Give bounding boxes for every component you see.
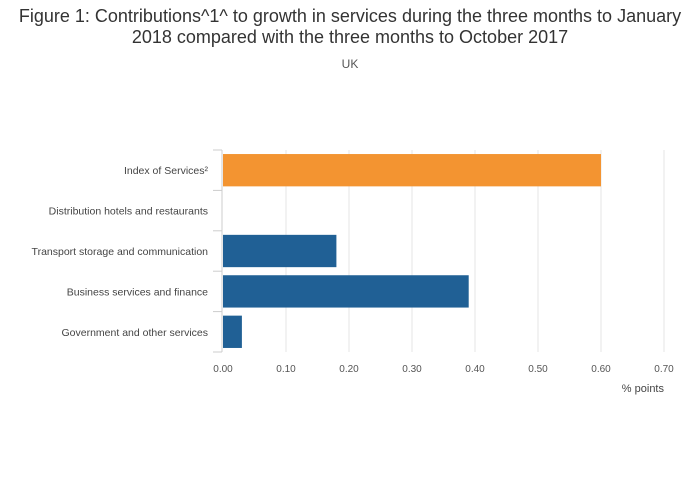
bar	[223, 315, 242, 348]
x-axis-title: % points	[622, 383, 665, 395]
category-label: Distribution hotels and restaurants	[49, 206, 208, 218]
bar	[223, 154, 601, 187]
x-tick-label: 0.40	[465, 364, 485, 375]
category-label: Transport storage and communication	[32, 246, 209, 258]
x-tick-label: 0.20	[339, 364, 359, 375]
chart-title: Figure 1: Contributions^1^ to growth in …	[18, 6, 682, 47]
x-tick-label: 0.00	[213, 364, 233, 375]
x-tick-label: 0.70	[654, 364, 674, 375]
bar	[223, 275, 469, 308]
chart-subtitle: UK	[341, 57, 359, 71]
category-label: Index of Services²	[124, 165, 209, 177]
x-tick-label: 0.30	[402, 364, 422, 375]
x-tick-label: 0.60	[591, 364, 611, 375]
x-tick-label: 0.10	[276, 364, 296, 375]
bars	[223, 154, 601, 348]
category-label: Business services and finance	[67, 286, 208, 298]
bar	[223, 234, 337, 268]
category-label: Government and other services	[62, 327, 209, 339]
x-tick-label: 0.50	[528, 364, 548, 375]
axes: 0.00 0.10 0.20 0.30 0.40 0.50 0.60 0.70 Index of…	[32, 149, 674, 375]
